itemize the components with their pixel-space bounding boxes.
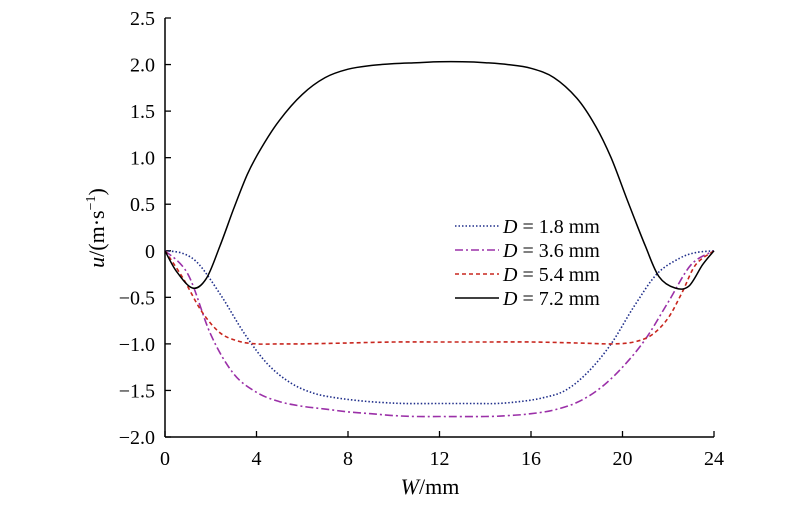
x-axis-unit: /mm bbox=[419, 474, 459, 499]
y-ticks: 2.5 2.0 1.5 1.0 0.5 0 −0.5 −1.0 −1.5 −2.0 bbox=[119, 8, 171, 449]
y-tick-label: 1.0 bbox=[130, 148, 155, 170]
legend-var: D bbox=[502, 264, 518, 286]
series-line-3 bbox=[164, 250, 715, 345]
legend-value: = 1.8 mm bbox=[517, 216, 600, 238]
series-line-2 bbox=[164, 250, 715, 418]
y-tick-label: −0.5 bbox=[119, 287, 155, 309]
series-line-1 bbox=[164, 250, 715, 405]
y-axis-unit-post: ) bbox=[84, 188, 109, 195]
series-line-4 bbox=[164, 60, 715, 290]
y-tick-label: −1.0 bbox=[119, 334, 155, 356]
x-ticks: 0 4 8 12 16 20 24 bbox=[160, 431, 724, 470]
x-axis-var: W bbox=[401, 474, 421, 499]
legend-label-3: D = 5.4 mm bbox=[502, 264, 600, 286]
x-axis-title: W/mm bbox=[401, 474, 460, 499]
legend-label-1: D = 1.8 mm bbox=[502, 216, 600, 238]
y-tick-label: 2.5 bbox=[130, 8, 155, 30]
legend-value: = 5.4 mm bbox=[517, 264, 600, 286]
y-axis-title: u/(m·s−1) bbox=[84, 188, 109, 268]
x-tick-label: 8 bbox=[343, 448, 353, 470]
x-tick-label: 4 bbox=[252, 448, 262, 470]
x-tick-label: 20 bbox=[613, 448, 633, 470]
legend: D = 1.8 mmD = 3.6 mmD = 5.4 mmD = 7.2 mm bbox=[455, 216, 600, 310]
y-tick-label: 0.5 bbox=[130, 194, 155, 216]
x-tick-label: 12 bbox=[430, 448, 450, 470]
y-tick-label: 0 bbox=[145, 241, 155, 263]
x-tick-label: 16 bbox=[521, 448, 541, 470]
legend-value: = 7.2 mm bbox=[517, 288, 600, 310]
x-tick-label: 0 bbox=[160, 448, 170, 470]
y-tick-label: −2.0 bbox=[119, 427, 155, 449]
legend-value: = 3.6 mm bbox=[517, 240, 600, 262]
legend-label-4: D = 7.2 mm bbox=[502, 288, 600, 310]
legend-var: D bbox=[502, 216, 518, 238]
y-tick-label: −1.5 bbox=[119, 380, 155, 402]
x-tick-label: 24 bbox=[704, 448, 724, 470]
series-layer bbox=[164, 60, 715, 418]
y-axis-unit-exp: −1 bbox=[84, 195, 99, 210]
legend-var: D bbox=[502, 240, 518, 262]
y-axis-var: u bbox=[84, 257, 109, 268]
y-tick-label: 2.0 bbox=[130, 55, 155, 77]
plot-frame bbox=[164, 18, 714, 438]
legend-label-2: D = 3.6 mm bbox=[502, 240, 600, 262]
legend-var: D bbox=[502, 288, 518, 310]
y-axis-unit-pre: /(m·s bbox=[84, 210, 109, 256]
y-tick-label: 1.5 bbox=[130, 101, 155, 123]
